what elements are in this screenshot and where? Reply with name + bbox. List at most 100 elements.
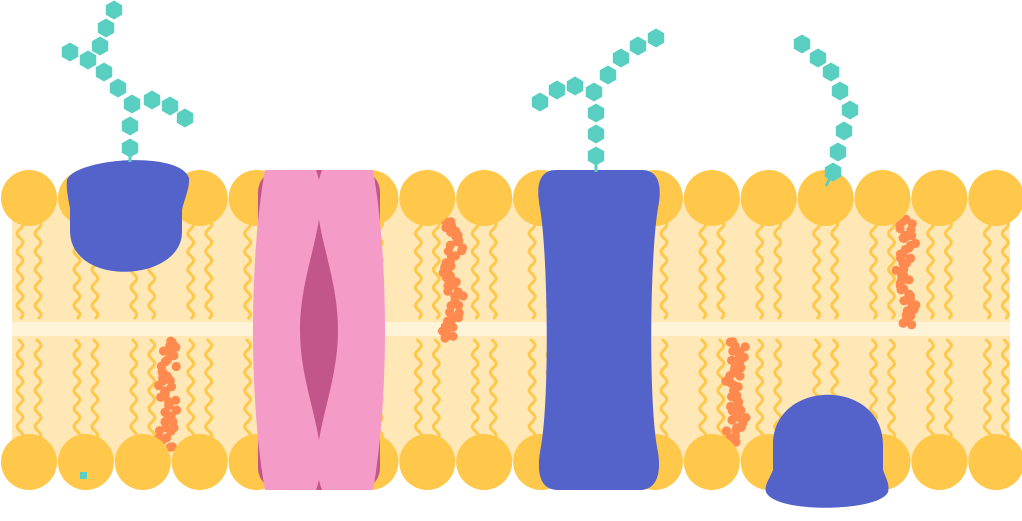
lipid-tail-bottom [186,338,196,442]
sugar-hexagon [585,82,603,102]
cholesterol-dot [728,346,738,356]
cholesterol-dot [904,275,914,285]
lipid-tail-top [830,218,840,320]
sugar-hexagon [824,162,842,182]
phospholipid-head-top [456,170,513,226]
phospholipid-head-top [911,170,968,226]
sugar-hexagon [599,65,617,85]
phospholipid-head-bottom [968,434,1022,490]
phospholipid-head-bottom [456,434,513,490]
phospholipid-head-bottom [683,434,740,490]
lipid-tail-bottom [773,338,783,442]
sugar-hexagon [612,48,630,68]
cholesterol-dot [727,406,738,416]
phospholipid-head-bottom [171,434,228,490]
sugar-hexagon [587,124,605,144]
cholesterol-dot [898,318,908,328]
sugar-hexagon [531,92,549,112]
cholesterol-dot [164,400,174,410]
cholesterol-dot [155,426,165,436]
lipid-tail-top [413,218,423,320]
cholesterol-cluster [437,216,468,343]
cholesterol-dot [440,333,450,343]
sugar-hexagon [831,81,849,101]
cholesterol-dot [896,285,906,295]
lipid-tail-bottom [129,338,139,442]
lipid-tail-bottom [716,338,726,442]
lipid-tail-bottom [527,338,537,442]
lipid-tail-bottom [470,338,480,442]
sugar-hexagon [95,62,113,82]
sugar-hexagon [121,116,139,136]
glycoprotein-chain-2 [531,28,665,172]
sugar-hexagon [629,36,647,56]
sugar-hexagon [793,34,811,54]
peripheral-protein-top [66,160,190,272]
phospholipid-head-bottom [57,434,114,490]
cholesterol-dot [165,442,175,452]
lipid-tail-bottom [204,338,214,442]
phospholipid-head-top [1,170,57,226]
cholesterol-dot [727,355,737,365]
cholesterol-dot [735,371,745,381]
lipid-tail-top [431,218,441,320]
carbohydrate-chains-layer [61,0,859,187]
sugar-hexagon [61,42,79,62]
sugar-hexagon [587,103,605,123]
lipid-tail-top [186,218,196,320]
sugar-hexagon [97,18,115,38]
lipid-tail-top [812,218,822,320]
sugar-hexagon [841,100,859,120]
cholesterol-dot [731,437,741,447]
cholesterol-dot [895,223,905,234]
lipid-tail-bottom [413,338,423,442]
sugar-hexagon [587,146,605,166]
cholesterol-dot [169,350,179,361]
sugar-hexagon [835,121,853,141]
sugar-hexagon [566,76,584,96]
sugar-hexagon [829,142,847,162]
sugar-hexagon [809,48,827,68]
lipid-tail-top [943,218,953,320]
lipid-tail-top [33,218,43,320]
lipid-tail-top [925,218,935,320]
transmembrane-protein [538,170,660,490]
lipid-tail-top [527,218,537,320]
lipid-tail-top [1000,218,1010,320]
sugar-hexagon [143,90,161,110]
sugar-hexagon [647,28,665,48]
lipid-tail-bottom [33,338,43,442]
lipid-tail-top [982,218,992,320]
phospholipid-head-bottom [114,434,171,490]
glycoprotein-chain [61,0,194,162]
lipid-tail-bottom [982,338,992,442]
phospholipid-head-top [740,170,797,226]
phospholipid-head-bottom [911,434,968,490]
channel-protein-right-subunit [317,170,385,490]
cholesterol-dot [727,415,737,425]
cholesterol-dot [454,300,464,310]
cholesterol-cluster [154,336,182,452]
phospholipid-head-bottom [1,434,57,490]
sugar-hexagon [105,0,123,20]
lipid-tail-top [886,218,897,320]
cholesterol-dot [910,238,921,248]
sugar-hexagon [548,80,566,100]
lipid-tail-bottom [488,338,498,442]
cholesterol-dot [166,426,176,436]
sugar-hexagon [79,50,97,70]
lipid-tail-bottom [659,338,669,442]
lipid-tail-bottom [755,338,765,442]
lipid-tail-top [716,218,726,320]
channel-protein-left-subunit [253,170,321,490]
cholesterol-dot [156,392,166,402]
cholesterol-cluster [891,214,921,330]
cholesterol-dot [171,395,181,405]
cholesterol-dot [448,322,458,332]
lipid-tail-bottom [698,338,708,442]
cholesterol-dot [898,233,908,243]
phospholipid-head-top [399,170,456,226]
cholesterol-dot [154,380,164,391]
